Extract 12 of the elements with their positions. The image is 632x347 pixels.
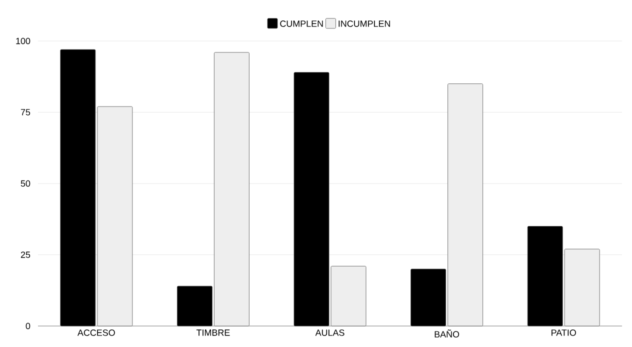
x-tick-label: PATIO [552,330,576,336]
y-tick-label: 25 [20,252,30,258]
x-tick-label: ACCESO [77,330,115,336]
x-tick-label: TIMBRE [196,330,230,336]
legend-label: CUMPLEN [280,20,323,27]
y-tick-label: 50 [20,180,30,187]
y-tick-label: 100 [16,38,30,44]
x-tick-label: BAÑO [434,330,460,338]
x-tick-label: AULAS [315,330,344,336]
y-tick-label: 0 [26,322,30,330]
legend-label: INCUMPLEN [338,20,390,27]
y-tick-label: 75 [20,109,30,116]
